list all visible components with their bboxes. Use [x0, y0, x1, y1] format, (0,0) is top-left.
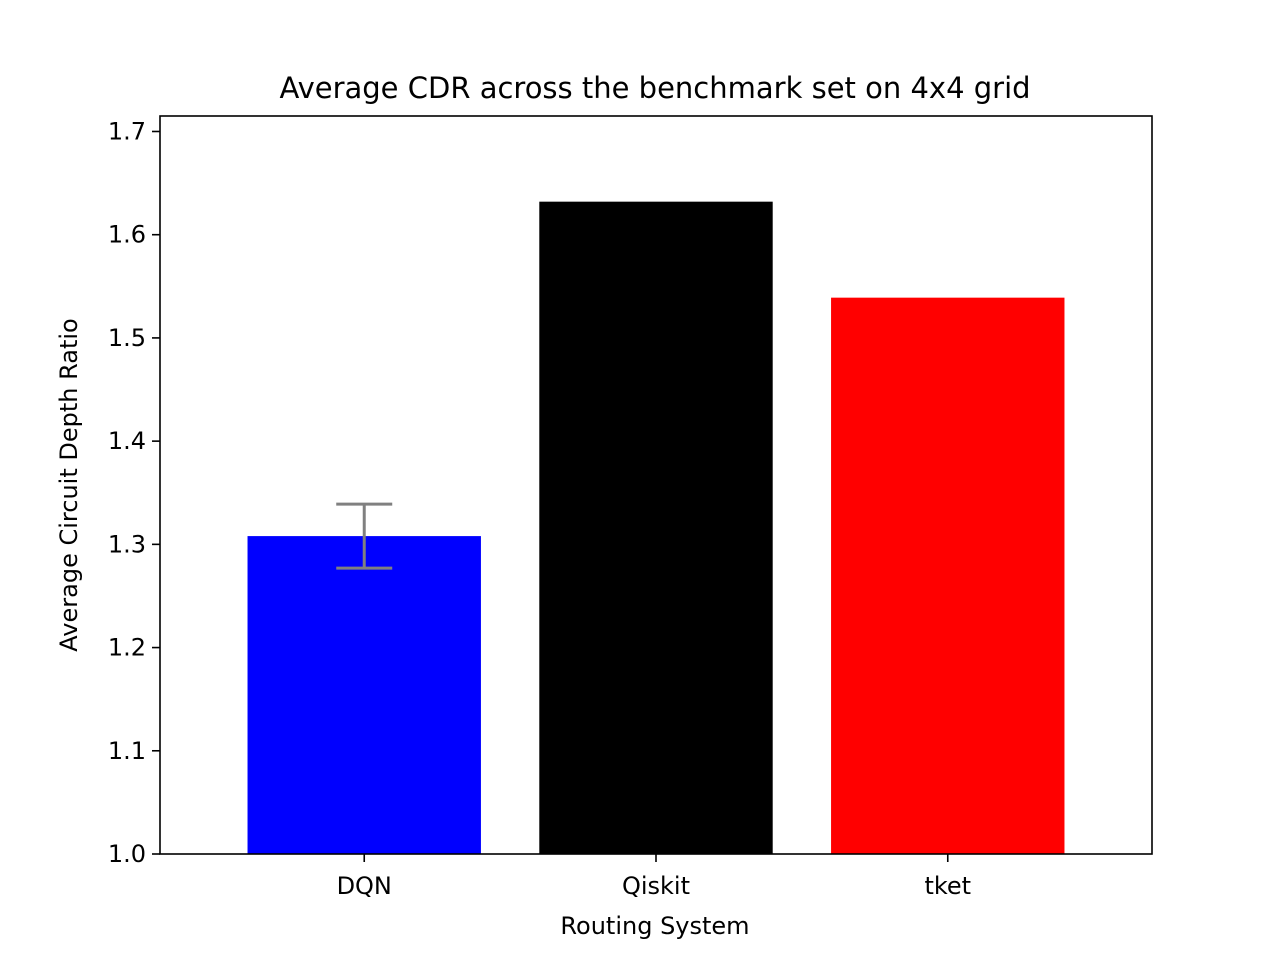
y-tick-label: 1.7 [108, 117, 146, 145]
error-bar-dqn [336, 502, 393, 570]
y-tick-label: 1.5 [108, 324, 146, 352]
y-tick-label: 1.3 [108, 530, 146, 558]
x-axis: DQN Qiskit tket [337, 854, 971, 900]
x-tick-label-dqn: DQN [337, 872, 392, 900]
y-tick-label: 1.4 [108, 427, 146, 455]
bar-dqn [247, 536, 481, 854]
y-tick-label: 1.0 [108, 840, 146, 868]
x-axis-label: Routing System [560, 912, 749, 940]
x-tick-label-tket: tket [924, 872, 971, 900]
chart-title: Average CDR across the benchmark set on … [279, 71, 1030, 105]
y-tick-label: 1.6 [108, 221, 146, 249]
bar-tket [831, 297, 1065, 855]
y-tick-label: 1.2 [108, 634, 146, 662]
y-axis: 1.0 1.1 1.2 1.3 1.4 1.5 1.6 1.7 [108, 117, 160, 868]
bar-qiskit [539, 201, 773, 855]
errorbar-layer [336, 502, 393, 570]
x-tick-label-qiskit: Qiskit [622, 872, 690, 900]
y-axis-label: Average Circuit Depth Ratio [55, 318, 83, 651]
y-tick-label: 1.1 [108, 737, 146, 765]
bars-layer [247, 201, 1065, 855]
